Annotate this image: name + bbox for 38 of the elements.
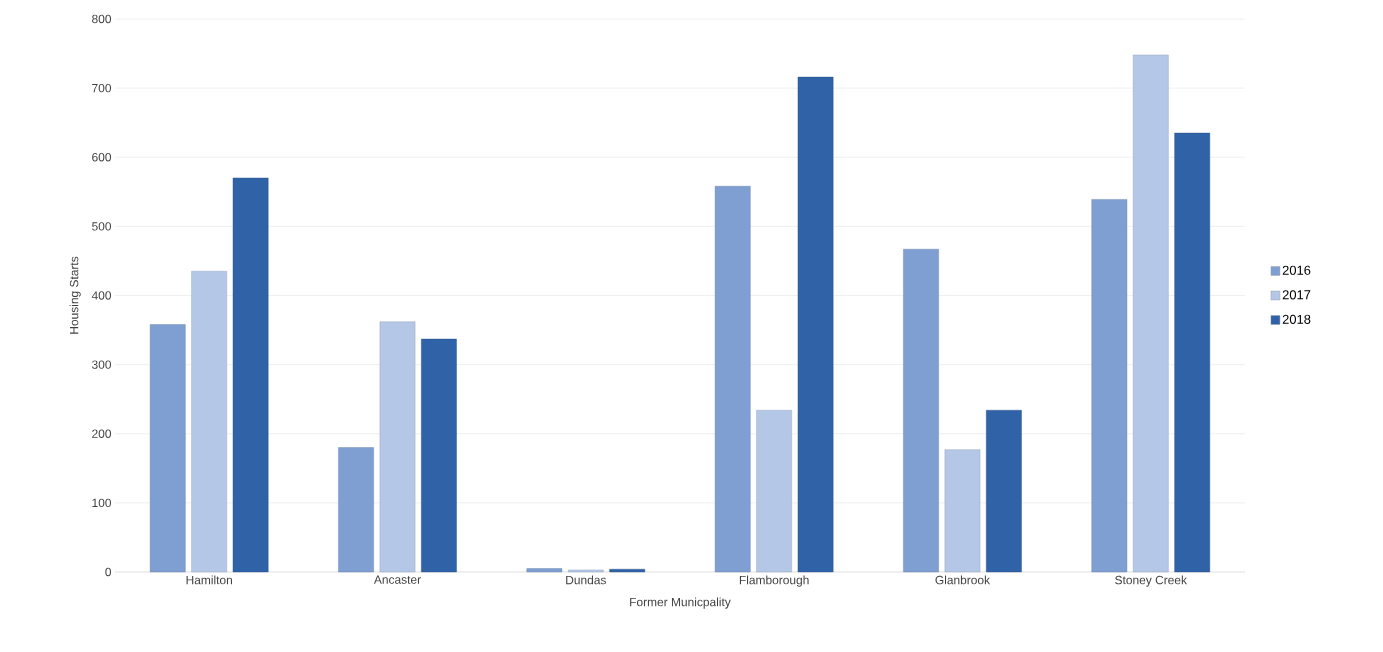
bar [714,186,751,573]
x-axis-title: Former Municpality [630,597,731,609]
x-tick-label: Ancaster [373,575,421,584]
bar [191,271,227,573]
bar [232,177,269,573]
legend-label: 2017 [1282,290,1311,300]
bar [338,447,374,573]
bar [526,568,563,573]
y-axis-title: Housing Starts [69,256,81,334]
y-tick-label: 0 [105,567,112,577]
y-tick-label: 800 [92,14,112,24]
bar [944,449,981,573]
y-tick-label: 400 [91,291,112,300]
bar [1132,54,1169,573]
bar [797,76,834,573]
y-tick-label: 700 [92,83,112,93]
x-tick-label: Dundas [566,575,606,585]
x-tick-label: Glanbrook [935,575,991,585]
bar [1091,199,1128,573]
bar [421,338,457,573]
bar [1174,132,1211,573]
x-tick-label: Flamborough [739,575,809,587]
bar [568,569,604,573]
bar [609,569,646,573]
y-tick-label: 100 [92,498,112,508]
y-tick-label: 300 [92,360,112,369]
bar [756,410,792,573]
bar [903,248,939,573]
y-tick-label: 200 [92,429,112,438]
bar [986,410,1022,573]
bar [379,321,416,573]
legend-label: 2018 [1282,314,1311,324]
x-tick-label: Stoney Creek [1115,575,1187,587]
legend-label: 2016 [1282,265,1311,275]
y-tick-label: 500 [92,222,112,231]
y-tick-label: 600 [92,153,112,162]
bar [149,324,186,573]
x-tick-label: Hamilton [186,575,232,585]
